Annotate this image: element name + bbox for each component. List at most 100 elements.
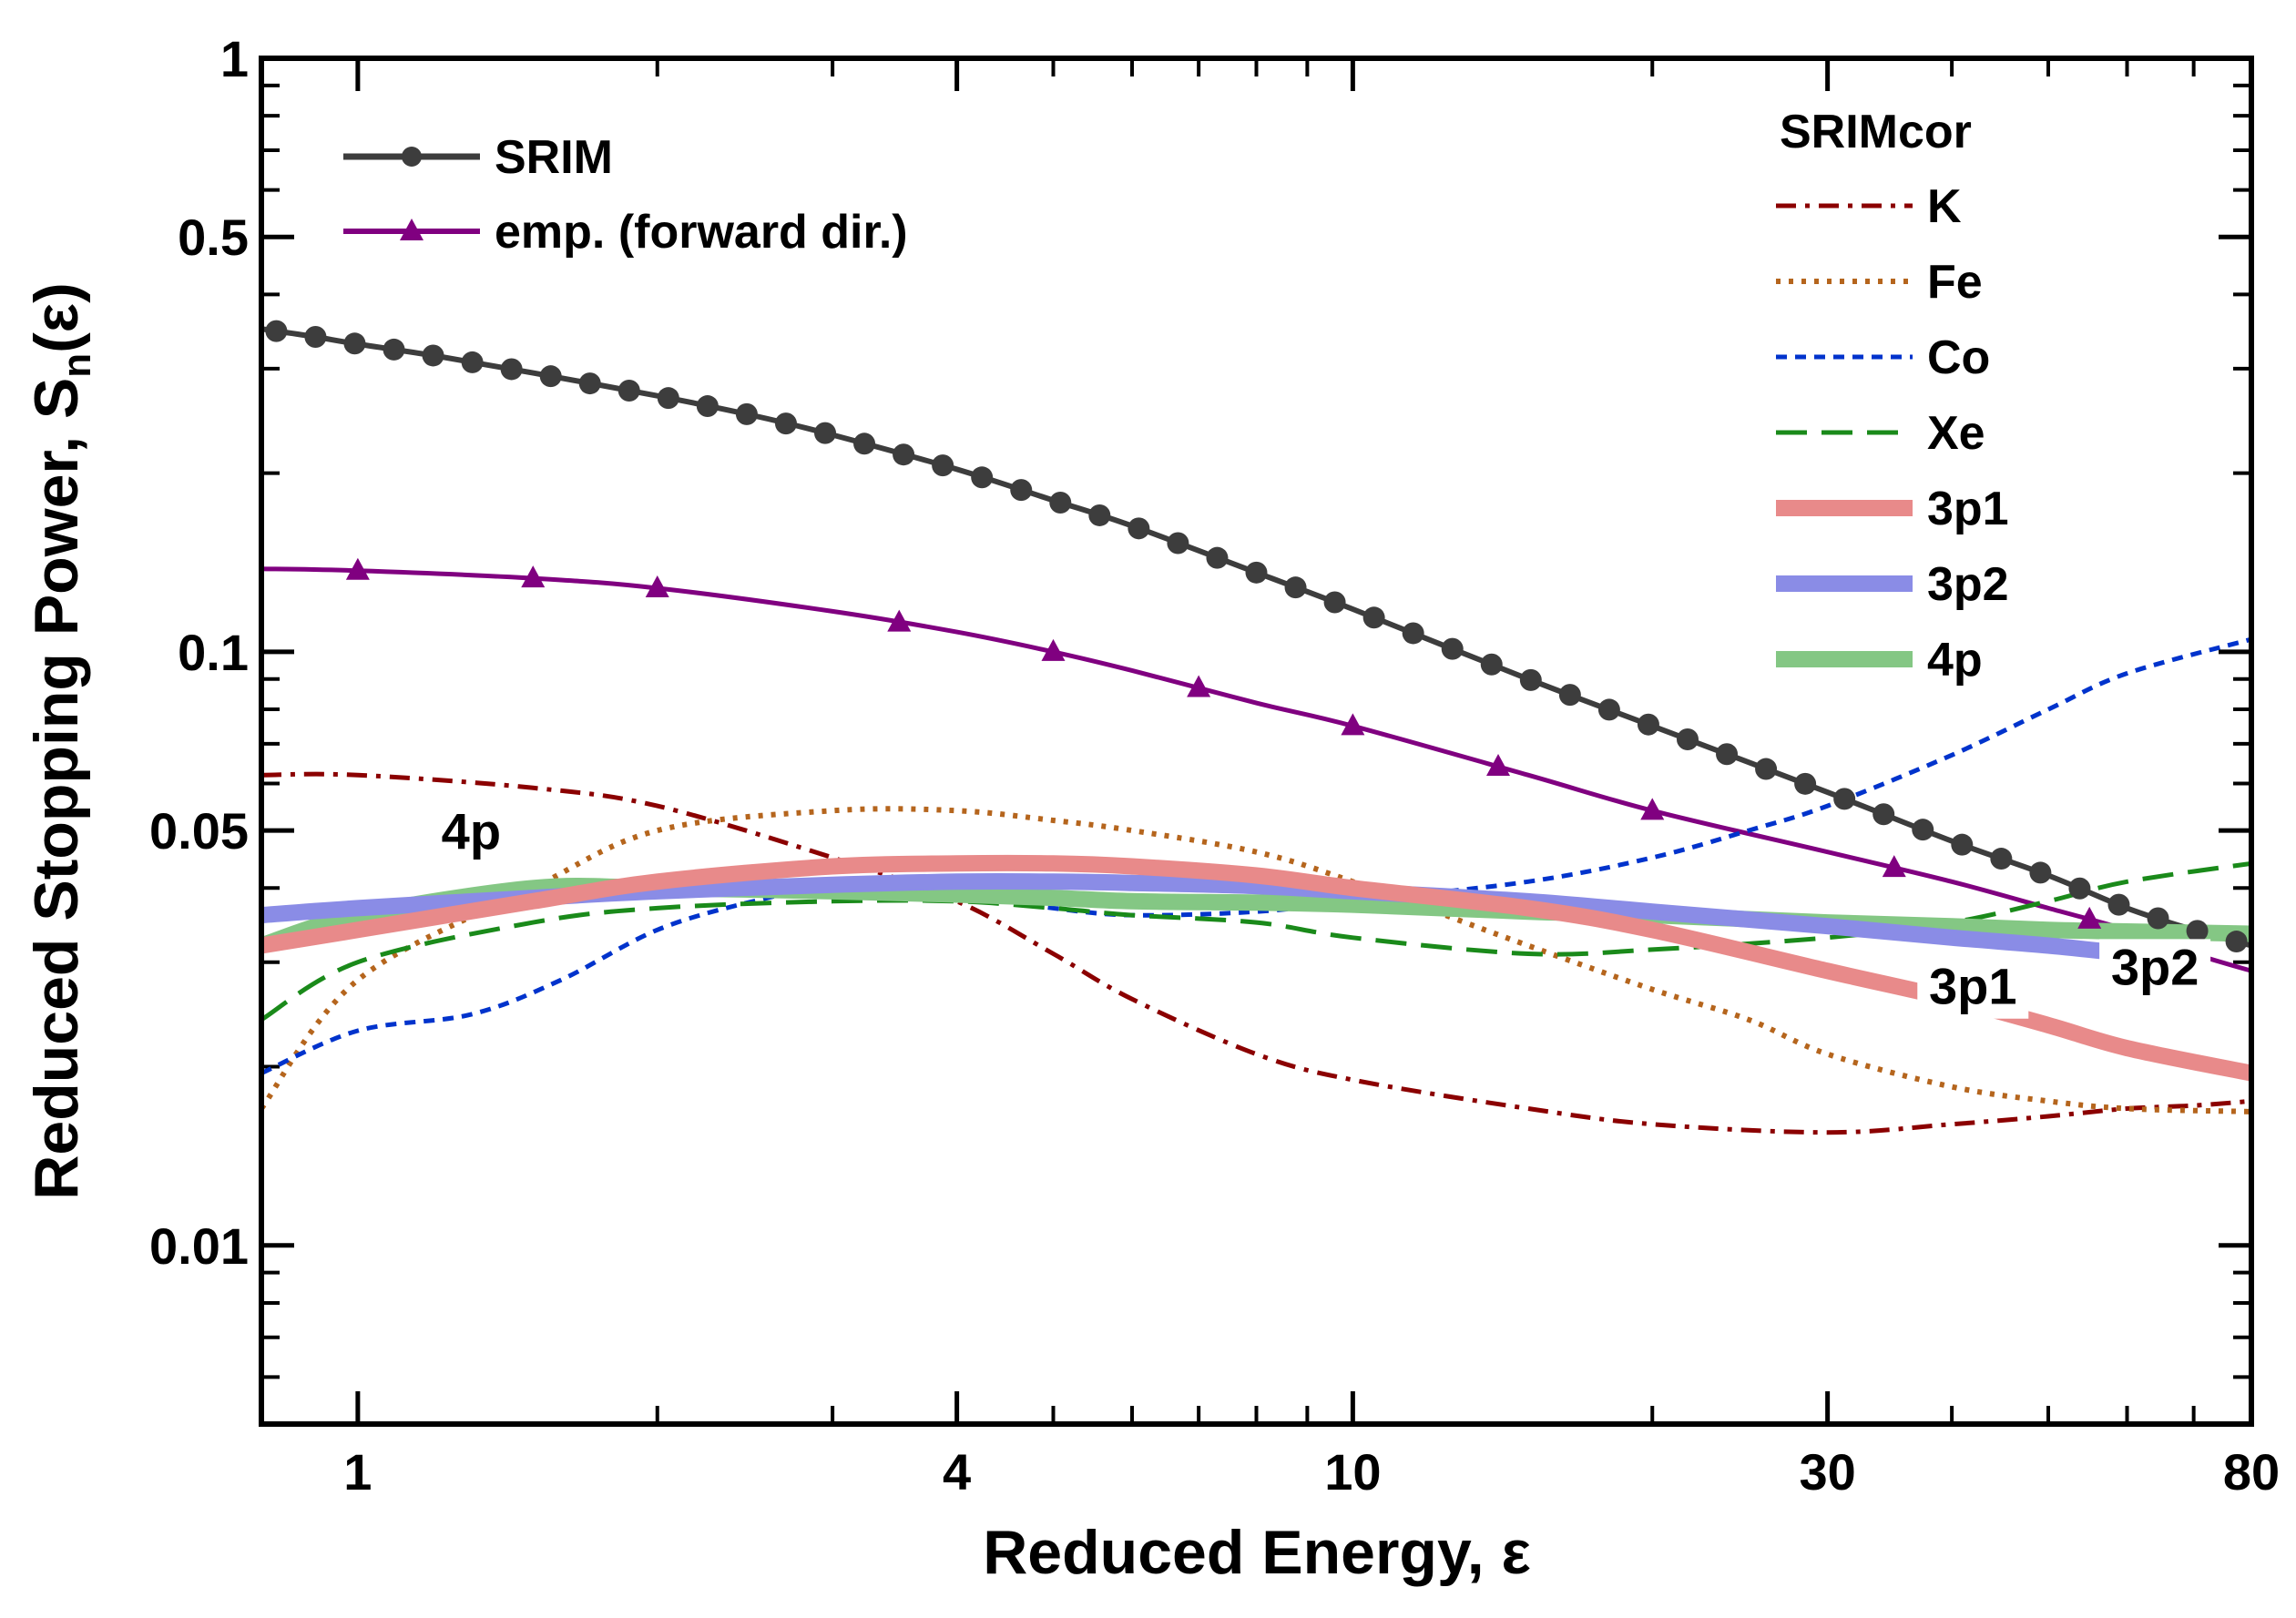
y-tick-label: 0.01 (149, 1217, 249, 1275)
y-tick-label: 0.05 (149, 802, 249, 860)
srim-marker (1128, 517, 1150, 540)
srim-marker (1637, 713, 1659, 736)
emp-marker (2077, 906, 2102, 929)
annotation-label: 3p1 (1929, 958, 2017, 1015)
srim-marker (1245, 561, 1268, 584)
srim-marker (1716, 743, 1739, 766)
srim-marker (2147, 907, 2169, 930)
series-line-emp-forward-dir (261, 566, 2251, 973)
emp-marker (645, 575, 669, 597)
srim-marker (343, 332, 366, 355)
srim-marker (1167, 532, 1189, 555)
legend-srim-marker (402, 147, 422, 167)
srim-marker (1558, 684, 1581, 707)
y-tick-label: 1 (220, 30, 249, 87)
srim-marker (696, 395, 719, 418)
srim-marker (814, 422, 837, 444)
srim-marker (461, 351, 484, 373)
srim-marker (657, 387, 679, 410)
srim-marker (2225, 931, 2248, 953)
emp-marker (1640, 798, 1665, 820)
srim-marker (422, 344, 444, 367)
annotation-background (1917, 958, 2029, 1019)
srim-marker (617, 379, 640, 402)
annotation-background (431, 803, 512, 864)
legend-3p2-label: 3p2 (1927, 558, 2009, 611)
srim-marker (539, 365, 562, 388)
legend-right: SRIMcor K Fe Co Xe 3p1 3p2 4p (1776, 106, 2009, 687)
tick-marks (261, 56, 2254, 1424)
srim-marker (1010, 479, 1033, 502)
legend-4p-label: 4p (1927, 634, 1983, 687)
emp-marker (345, 557, 370, 580)
srim-marker (1794, 772, 1817, 795)
x-tick-label: 80 (2223, 1443, 2280, 1501)
srim-marker (1519, 668, 1542, 691)
srim-marker (932, 454, 954, 477)
legend-3p1-label: 3p1 (1927, 483, 2009, 535)
x-tick-label: 4 (943, 1443, 971, 1501)
series-line-k (261, 771, 2251, 1135)
series-line-co (261, 636, 2251, 1075)
srim-marker (1284, 576, 1307, 599)
x-axis-title: Reduced Energy, ε (983, 1518, 1531, 1587)
x-tick-label: 30 (1799, 1443, 1855, 1501)
srim-marker (971, 466, 994, 489)
srim-marker (853, 432, 876, 455)
marker-layer (265, 320, 2248, 953)
emp-marker (521, 565, 546, 588)
emp-marker (1882, 855, 1906, 878)
srim-marker (1480, 653, 1503, 676)
annotation-background (2099, 939, 2211, 1000)
srim-marker (1755, 758, 1778, 780)
srim-marker (578, 372, 601, 395)
legend-left: SRIM emp. (forward dir.) (343, 131, 908, 259)
srim-marker (1441, 637, 1464, 660)
srim-marker (2068, 877, 2091, 900)
x-tick-label: 1 (343, 1443, 372, 1501)
y-axis-title: Reduced Stopping Power, Sn(ε) (22, 282, 99, 1199)
legend-emp-marker (400, 219, 423, 240)
srim-marker (774, 412, 797, 435)
legend-srim-label: SRIM (495, 131, 613, 184)
srim-marker (2107, 893, 2130, 916)
srim-marker (1990, 848, 2013, 870)
srim-marker (2029, 861, 2052, 884)
series-line-srim (261, 326, 2251, 949)
srim-marker (1402, 622, 1424, 645)
x-tick-label: 10 (1324, 1443, 1381, 1501)
srim-marker (1049, 491, 1072, 514)
y-axis-title-tail: (ε) (22, 282, 91, 353)
annotation-label: 3p2 (2111, 938, 2199, 995)
y-axis-title-sub: n (55, 353, 99, 378)
srim-marker (265, 320, 288, 342)
legend-co-label: Co (1927, 331, 1990, 384)
srim-marker (1088, 504, 1111, 526)
annotations: 4p 3p1 3p2 (431, 803, 2211, 1019)
legend-right-title: SRIMcor (1780, 106, 1972, 158)
srim-marker (1676, 728, 1699, 750)
srim-marker (1597, 698, 1620, 721)
emp-marker (887, 609, 912, 632)
y-tick-label: 0.1 (178, 624, 249, 681)
srim-marker (383, 338, 405, 361)
srim-marker (500, 358, 523, 381)
legend-k-label: K (1927, 180, 1962, 233)
plot-frame (259, 56, 2254, 1427)
srim-marker (1912, 819, 1934, 841)
srim-marker (1833, 788, 1856, 810)
srim-marker (2186, 920, 2209, 942)
srim-marker (1206, 546, 1229, 569)
y-axis-title-main: Reduced Stopping Power, S (22, 378, 91, 1200)
y-tick-label: 0.5 (178, 209, 249, 266)
srim-marker (1873, 803, 1895, 826)
emp-marker (1341, 713, 1365, 736)
emp-marker (1187, 675, 1211, 697)
legend-emp-label: emp. (forward dir.) (495, 206, 908, 259)
annotation-label: 4p (442, 803, 501, 860)
legend-xe-label: Xe (1927, 407, 1985, 460)
srim-marker (1951, 833, 1974, 856)
emp-marker (1041, 638, 1066, 661)
emp-marker (1486, 754, 1511, 777)
